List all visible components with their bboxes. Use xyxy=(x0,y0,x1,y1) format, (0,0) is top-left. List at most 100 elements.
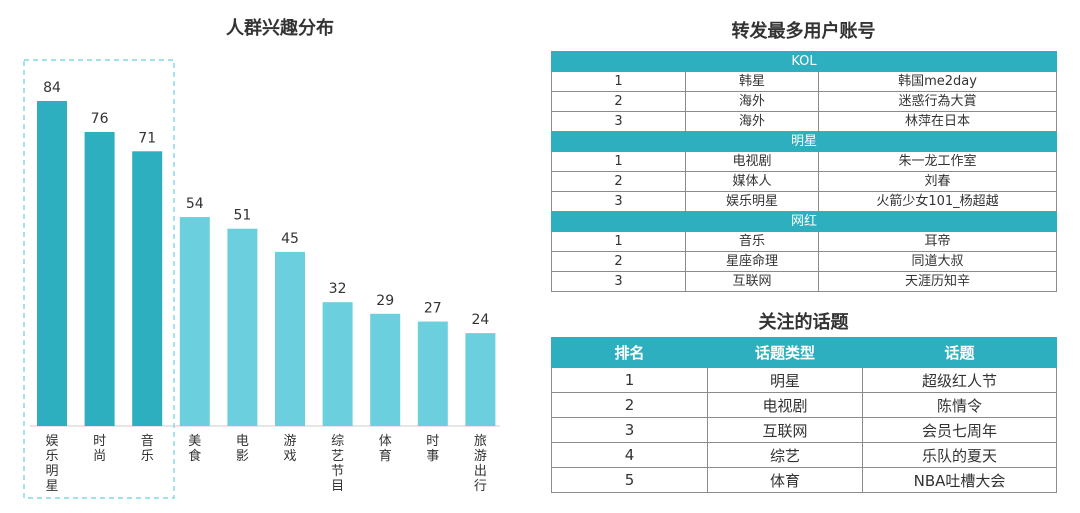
table-row: 1 韩星 韩国me2day xyxy=(551,71,1057,92)
category-label: 时尚 xyxy=(93,434,106,464)
category-label: 电影 xyxy=(236,434,249,464)
table-cell: 林萍在日本 xyxy=(818,111,1057,132)
table-cell: 陈情令 xyxy=(862,392,1057,418)
table-cell: 娱乐明星 xyxy=(685,191,819,212)
data-label: 84 xyxy=(43,80,61,96)
table-row: 2 海外 迷惑行為大賞 xyxy=(551,91,1057,112)
table-row: 4 综艺 乐队的夏天 xyxy=(551,442,1057,468)
highlight-box xyxy=(23,59,175,499)
table-cell: NBA吐槽大会 xyxy=(862,467,1057,493)
bar xyxy=(417,321,448,426)
data-label: 76 xyxy=(91,111,109,127)
table-cell: 天涯历知辛 xyxy=(818,271,1057,292)
table-cell: 2 xyxy=(551,91,686,112)
table-cell: 4 xyxy=(551,442,708,468)
bar xyxy=(370,313,401,426)
table-cell: 朱一龙工作室 xyxy=(818,151,1057,172)
table-row: 2 电视剧 陈情令 xyxy=(551,392,1057,418)
topics-table: 排名 话题类型 话题 1 明星 超级红人节 2 电视剧 陈情令 3 互联网 会员七周年 4 综艺 乐队的夏… xyxy=(551,337,1057,493)
category-label: 娱乐明星 xyxy=(45,434,58,494)
table-cell: 韩星 xyxy=(685,71,819,92)
category-label: 时事 xyxy=(426,434,439,464)
table-cell: 互联网 xyxy=(707,417,863,443)
data-label: 45 xyxy=(281,231,299,247)
group-header-row: 网红 xyxy=(551,211,1057,232)
bar xyxy=(84,131,115,426)
table-row: 3 娱乐明星 火箭少女101_杨超越 xyxy=(551,191,1057,212)
column-header: 排名 xyxy=(551,337,708,368)
table-cell: 2 xyxy=(551,251,686,272)
table-cell: 明星 xyxy=(707,367,863,393)
category-label: 游戏 xyxy=(283,434,296,464)
table-cell: 海外 xyxy=(685,91,819,112)
table-cell: 会员七周年 xyxy=(862,417,1057,443)
data-label: 24 xyxy=(471,312,489,328)
bar xyxy=(132,151,163,427)
group-header-row: 明星 xyxy=(551,131,1057,152)
table-cell: 海外 xyxy=(685,111,819,132)
accounts-table: KOL 1 韩星 韩国me2day 2 海外 迷惑行為大賞 3 海外 林萍在日本 明星 1 电视剧 朱一龙… xyxy=(551,51,1057,292)
group-header-row: KOL xyxy=(551,51,1057,72)
bar xyxy=(465,333,496,426)
bar xyxy=(37,101,67,426)
table-cell: 综艺 xyxy=(707,442,863,468)
table-row: 1 音乐 耳帝 xyxy=(551,231,1057,252)
table-cell: 3 xyxy=(551,111,686,132)
data-label: 51 xyxy=(233,208,251,224)
table-cell: 2 xyxy=(551,171,686,192)
data-label: 71 xyxy=(138,130,156,146)
bar xyxy=(227,228,258,426)
data-label: 27 xyxy=(424,301,442,317)
bar xyxy=(179,217,210,426)
table-cell: 互联网 xyxy=(685,271,819,292)
table-cell: 1 xyxy=(551,151,686,172)
category-label: 综艺节目 xyxy=(331,434,344,494)
category-label: 音乐 xyxy=(141,433,154,464)
table-row: 5 体育 NBA吐槽大会 xyxy=(551,467,1057,493)
data-label: 32 xyxy=(329,281,347,297)
table-row: 3 互联网 会员七周年 xyxy=(551,417,1057,443)
table-cell: 电视剧 xyxy=(707,392,863,418)
table-cell: 刘春 xyxy=(818,171,1057,192)
data-label: 29 xyxy=(376,293,394,309)
table-cell: 媒体人 xyxy=(685,171,819,192)
table-row: 3 互联网 天涯历知辛 xyxy=(551,271,1057,292)
table-cell: 星座命理 xyxy=(685,251,819,272)
table-row: 2 媒体人 刘春 xyxy=(551,171,1057,192)
table-cell: 1 xyxy=(551,71,686,92)
table-cell: 乐队的夏天 xyxy=(862,442,1057,468)
table-cell: 韩国me2day xyxy=(818,71,1057,92)
accounts-table-title: 转发最多用户账号 xyxy=(731,21,876,42)
group-name: 明星 xyxy=(551,131,1057,152)
table-row: 1 明星 超级红人节 xyxy=(551,367,1057,393)
table-cell: 迷惑行為大賞 xyxy=(818,91,1057,112)
table-cell: 超级红人节 xyxy=(862,367,1057,393)
category-label: 旅游出行 xyxy=(474,434,487,494)
table-row: 3 海外 林萍在日本 xyxy=(551,111,1057,132)
table-cell: 3 xyxy=(551,417,708,443)
group-name: 网红 xyxy=(551,211,1057,232)
table-cell: 音乐 xyxy=(685,231,819,252)
chart-title: 人群兴趣分布 xyxy=(226,18,334,39)
table-cell: 电视剧 xyxy=(685,151,819,172)
column-header: 话题类型 xyxy=(707,337,863,368)
table-cell: 5 xyxy=(551,467,708,493)
table-cell: 1 xyxy=(551,231,686,252)
bar xyxy=(322,302,353,426)
table-cell: 耳帝 xyxy=(818,231,1057,252)
table-cell: 3 xyxy=(551,271,686,292)
table-cell: 同道大叔 xyxy=(818,251,1057,272)
table-cell: 2 xyxy=(551,392,708,418)
data-label: 54 xyxy=(186,196,204,212)
table-row: 2 星座命理 同道大叔 xyxy=(551,251,1057,272)
table-cell: 火箭少女101_杨超越 xyxy=(818,191,1057,212)
category-label: 体育 xyxy=(379,434,392,464)
column-header: 话题 xyxy=(862,337,1057,368)
category-label: 美食 xyxy=(188,434,201,464)
table-cell: 体育 xyxy=(707,467,863,493)
table-row: 1 电视剧 朱一龙工作室 xyxy=(551,151,1057,172)
bar xyxy=(275,251,305,426)
group-name: KOL xyxy=(551,51,1057,72)
topics-table-title: 关注的话题 xyxy=(758,312,849,333)
table-cell: 1 xyxy=(551,367,708,393)
